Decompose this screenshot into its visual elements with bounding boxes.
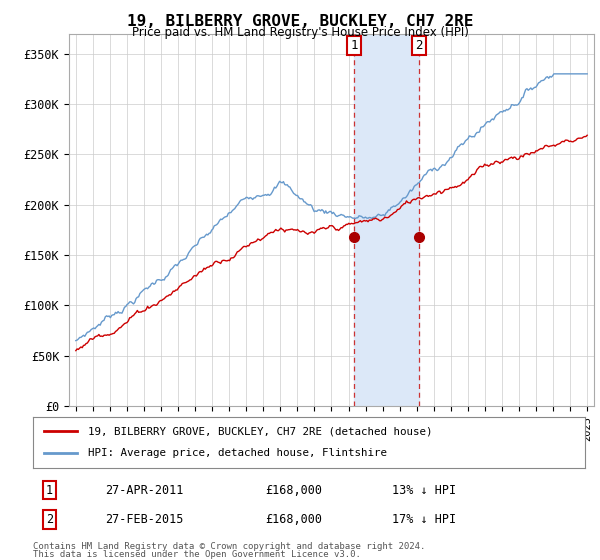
Text: 19, BILBERRY GROVE, BUCKLEY, CH7 2RE: 19, BILBERRY GROVE, BUCKLEY, CH7 2RE bbox=[127, 14, 473, 29]
Text: £168,000: £168,000 bbox=[265, 512, 322, 526]
Text: This data is licensed under the Open Government Licence v3.0.: This data is licensed under the Open Gov… bbox=[33, 550, 361, 559]
Bar bbox=[354, 34, 419, 406]
Text: 19, BILBERRY GROVE, BUCKLEY, CH7 2RE (detached house): 19, BILBERRY GROVE, BUCKLEY, CH7 2RE (de… bbox=[88, 426, 433, 436]
Text: 17% ↓ HPI: 17% ↓ HPI bbox=[392, 512, 456, 526]
Text: 13% ↓ HPI: 13% ↓ HPI bbox=[392, 483, 456, 497]
Text: Contains HM Land Registry data © Crown copyright and database right 2024.: Contains HM Land Registry data © Crown c… bbox=[33, 542, 425, 550]
Text: HPI: Average price, detached house, Flintshire: HPI: Average price, detached house, Flin… bbox=[88, 449, 387, 459]
Text: £168,000: £168,000 bbox=[265, 483, 322, 497]
Text: 2: 2 bbox=[416, 39, 423, 52]
Text: 27-FEB-2015: 27-FEB-2015 bbox=[105, 512, 183, 526]
Text: 1: 1 bbox=[350, 39, 358, 52]
Text: 1: 1 bbox=[46, 483, 53, 497]
Text: 2: 2 bbox=[46, 512, 53, 526]
Text: 27-APR-2011: 27-APR-2011 bbox=[105, 483, 183, 497]
Text: Price paid vs. HM Land Registry's House Price Index (HPI): Price paid vs. HM Land Registry's House … bbox=[131, 26, 469, 39]
